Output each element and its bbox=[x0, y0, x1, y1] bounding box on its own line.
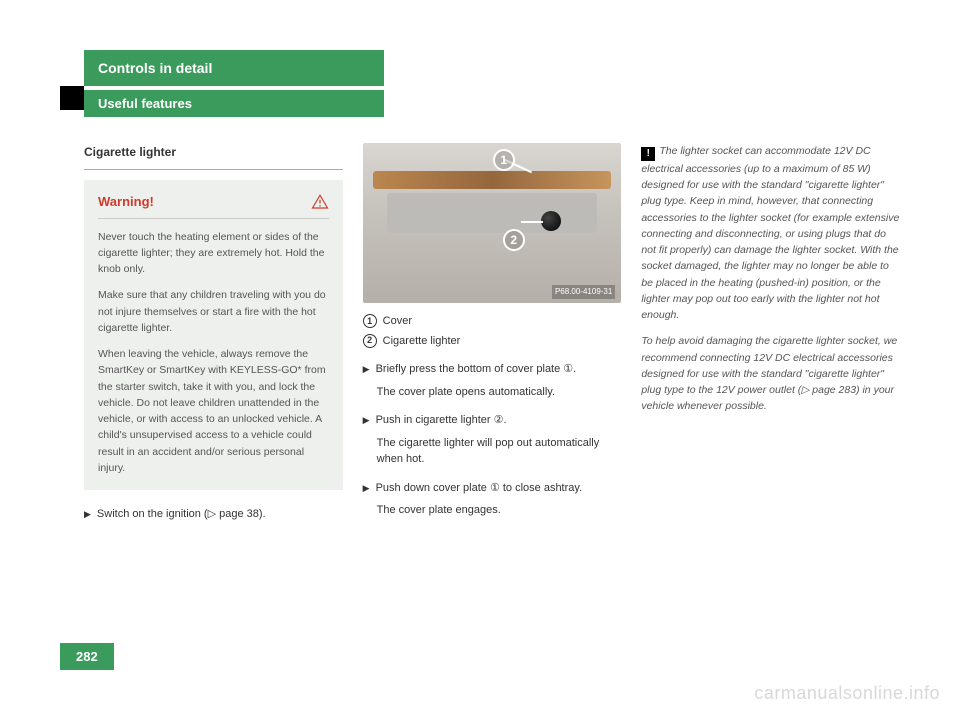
page: Controls in detail Useful features Cigar… bbox=[0, 0, 960, 720]
warning-box: Warning! Never touch the heating element… bbox=[84, 180, 343, 490]
note-paragraph: To help avoid damaging the cigarette lig… bbox=[641, 333, 900, 414]
warning-header: Warning! bbox=[98, 192, 329, 219]
figure-panel bbox=[387, 193, 598, 233]
procedure-step: ▶ Push down cover plate ① to close ashtr… bbox=[363, 480, 622, 497]
column-1: Cigarette lighter Warning! Never touch t… bbox=[84, 143, 343, 531]
legend-number-icon: 1 bbox=[363, 314, 377, 328]
watermark: carmanualsonline.info bbox=[754, 683, 940, 704]
callout-1-icon: 1 bbox=[493, 149, 515, 171]
step-arrow-icon: ▶ bbox=[363, 482, 370, 497]
callout-2-icon: 2 bbox=[503, 229, 525, 251]
column-2: 1 2 P68.00-4109-31 1 Cover 2 Cigarette l… bbox=[363, 143, 622, 531]
legend-row: 1 Cover bbox=[363, 313, 622, 330]
chapter-title: Controls in detail bbox=[84, 50, 384, 86]
warning-triangle-icon bbox=[311, 193, 329, 211]
procedure-step: ▶ Push in cigarette lighter ②. bbox=[363, 412, 622, 429]
step-result: The cover plate opens automatically. bbox=[377, 384, 622, 401]
warning-paragraph: Never touch the heating element or sides… bbox=[98, 229, 329, 278]
column-3: !The lighter socket can accommodate 12V … bbox=[641, 143, 900, 531]
divider bbox=[84, 169, 343, 170]
step-result: The cigarette lighter will pop out autom… bbox=[377, 435, 622, 468]
figure-trim bbox=[373, 171, 612, 189]
figure-legend: 1 Cover 2 Cigarette lighter bbox=[363, 313, 622, 349]
figure-caption: P68.00-4109-31 bbox=[552, 285, 615, 299]
figure-cigarette-lighter: 1 2 P68.00-4109-31 bbox=[363, 143, 622, 303]
content-columns: Cigarette lighter Warning! Never touch t… bbox=[84, 143, 900, 531]
note-exclaim-icon: ! bbox=[641, 147, 655, 161]
step-arrow-icon: ▶ bbox=[363, 414, 370, 429]
legend-label: Cigarette lighter bbox=[383, 333, 461, 350]
step-arrow-icon: ▶ bbox=[84, 508, 91, 523]
procedure-step: ▶ Briefly press the bottom of cover plat… bbox=[363, 361, 622, 378]
note-paragraph: !The lighter socket can accommodate 12V … bbox=[641, 143, 900, 323]
legend-label: Cover bbox=[383, 313, 412, 330]
legend-number-icon: 2 bbox=[363, 334, 377, 348]
topic-heading: Cigarette lighter bbox=[84, 143, 343, 161]
procedure-step: ▶ Switch on the ignition (▷ page 38). bbox=[84, 506, 343, 523]
callout-line bbox=[521, 221, 543, 223]
left-index-tab bbox=[60, 86, 84, 110]
step-result: The cover plate engages. bbox=[377, 502, 622, 519]
page-number: 282 bbox=[60, 643, 114, 670]
warning-paragraph: When leaving the vehicle, always remove … bbox=[98, 346, 329, 476]
step-text: Switch on the ignition (▷ page 38). bbox=[97, 506, 343, 523]
step-text: Push down cover plate ① to close ashtray… bbox=[376, 480, 622, 497]
section-title-bar: Useful features bbox=[84, 90, 384, 117]
note-text: The lighter socket can accommodate 12V D… bbox=[641, 145, 899, 321]
header-band: Controls in detail bbox=[60, 50, 900, 86]
step-text: Push in cigarette lighter ②. bbox=[376, 412, 622, 429]
legend-row: 2 Cigarette lighter bbox=[363, 333, 622, 350]
step-text: Briefly press the bottom of cover plate … bbox=[376, 361, 622, 378]
warning-paragraph: Make sure that any children traveling wi… bbox=[98, 287, 329, 336]
warning-title: Warning! bbox=[98, 192, 154, 212]
step-arrow-icon: ▶ bbox=[363, 363, 370, 378]
